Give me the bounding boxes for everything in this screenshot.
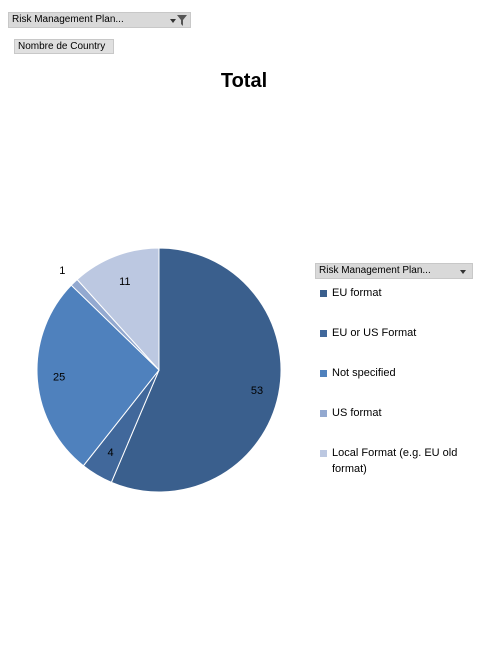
pie-slice-0[interactable] [110, 247, 282, 493]
data-label-4: 11 [119, 276, 130, 288]
legend-swatch [320, 450, 327, 457]
legend-label: EU format [332, 287, 382, 299]
legend-label: EU or US Format [332, 327, 417, 339]
chevron-down-icon[interactable] [170, 19, 176, 23]
legend-field-label: Risk Management Plan... [319, 265, 431, 276]
legend-label: Not specified [332, 367, 396, 379]
legend-entry-1[interactable]: EU or US Format [320, 325, 480, 341]
legend-field-button[interactable]: Risk Management Plan... [315, 263, 473, 279]
legend-swatch [320, 370, 327, 377]
data-label-0: 53 [251, 385, 263, 397]
legend-swatch [320, 290, 327, 297]
report-filter-label: Risk Management Plan... [12, 14, 124, 25]
data-label-3: 1 [59, 265, 65, 277]
filter-funnel-icon [177, 15, 187, 26]
legend-entry-2[interactable]: Not specified [320, 365, 480, 381]
value-field-label: Nombre de Country [18, 41, 106, 52]
chevron-down-icon[interactable] [460, 270, 466, 274]
legend-swatch [320, 410, 327, 417]
legend-entry-0[interactable]: EU format [320, 285, 480, 301]
data-label-2: 25 [53, 372, 65, 384]
legend-swatch [320, 330, 327, 337]
data-label-1: 4 [107, 447, 113, 459]
pie-slice-2[interactable] [36, 284, 160, 467]
legend-label: Local Format (e.g. EU old format) [332, 447, 458, 475]
chart-legend: EU format EU or US Format Not specified US … [320, 285, 480, 477]
legend-label: US format [332, 407, 382, 419]
legend-entry-3[interactable]: US format [320, 405, 480, 421]
report-filter-button[interactable]: Risk Management Plan... [8, 12, 191, 28]
legend-entry-4[interactable]: Local Format (e.g. EU old format) [320, 445, 480, 477]
pie-slice-4[interactable] [76, 247, 160, 372]
value-field-button[interactable]: Nombre de Country [14, 39, 114, 54]
chart-title: Total [220, 70, 268, 92]
